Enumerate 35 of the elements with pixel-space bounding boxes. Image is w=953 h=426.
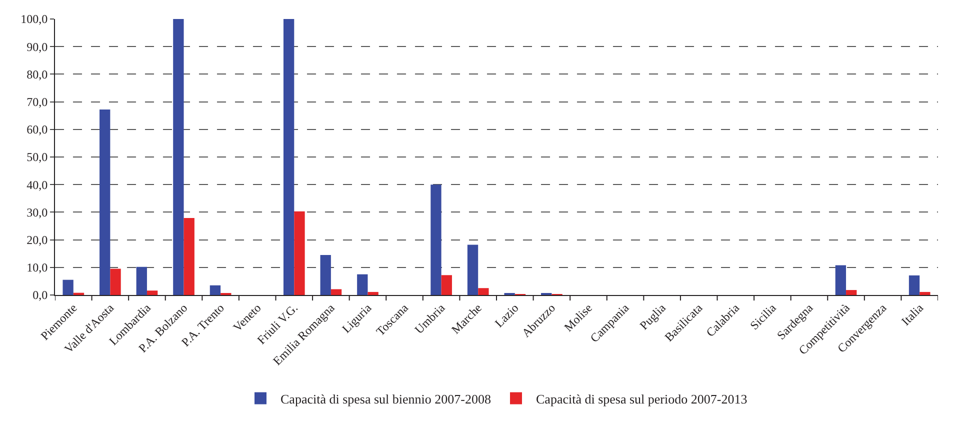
bar xyxy=(184,218,194,295)
bar xyxy=(908,275,920,295)
bar xyxy=(283,19,294,295)
bar xyxy=(330,289,342,295)
bar xyxy=(846,290,857,295)
y-tick-label: 90,0 xyxy=(26,40,48,54)
y-tick-label: 50,0 xyxy=(26,150,48,164)
y-tick-label: 10,0 xyxy=(26,260,48,275)
bar xyxy=(430,184,442,295)
y-tick-label: 40,0 xyxy=(26,178,48,192)
y-tick-label: 60,0 xyxy=(26,122,48,137)
bar xyxy=(100,110,110,295)
bar xyxy=(320,254,331,295)
y-tick-label: 20,0 xyxy=(26,233,48,247)
bar xyxy=(368,292,378,295)
bar xyxy=(146,290,158,295)
bar xyxy=(835,265,846,295)
bar xyxy=(173,19,184,295)
bar xyxy=(210,285,221,295)
bar xyxy=(136,266,147,295)
bar xyxy=(441,275,452,295)
bar xyxy=(294,211,305,295)
y-tick-label: 100,0 xyxy=(20,12,48,26)
legend-label: Capacità di spesa sul periodo 2007-2013 xyxy=(536,391,748,406)
bar xyxy=(920,292,930,295)
y-tick-label: 80,0 xyxy=(26,67,48,82)
legend-label: Capacità di spesa sul biennio 2007-2008 xyxy=(280,391,491,406)
bar xyxy=(357,274,368,295)
y-tick-label: 70,0 xyxy=(26,95,48,109)
bar xyxy=(478,288,489,295)
y-tick-label: 30,0 xyxy=(26,205,48,220)
bar xyxy=(62,280,74,295)
y-tick-label: 0,0 xyxy=(32,288,48,302)
bar xyxy=(467,244,478,295)
bar xyxy=(110,268,121,295)
